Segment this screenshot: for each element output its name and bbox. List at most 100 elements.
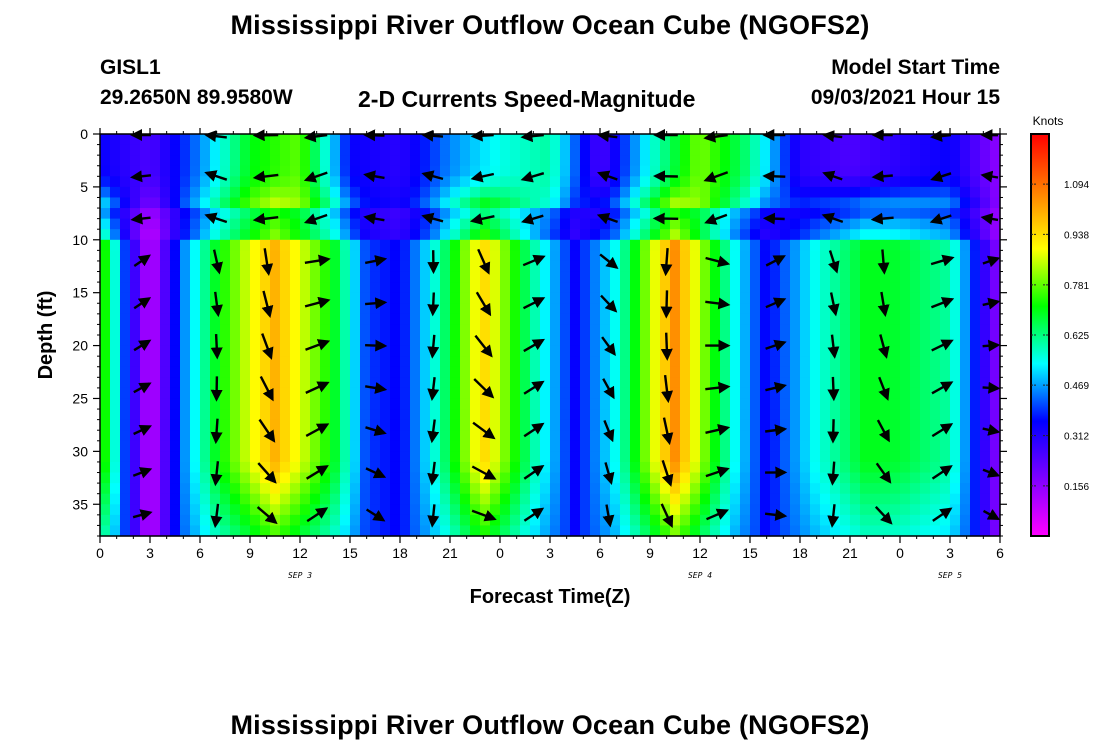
heatmap-cell — [450, 229, 461, 241]
heatmap-cell — [730, 176, 741, 188]
heatmap-cell — [710, 292, 721, 304]
heatmap-cell — [900, 165, 911, 177]
heatmap-cell — [730, 472, 741, 484]
heatmap-cell — [830, 208, 841, 220]
heatmap-cell — [560, 409, 571, 421]
heatmap-cell — [770, 260, 781, 273]
heatmap-cell — [100, 504, 111, 516]
heatmap-cell — [800, 430, 811, 442]
heatmap-cell — [890, 440, 901, 452]
heatmap-cell — [180, 292, 191, 304]
heatmap-cell — [850, 525, 861, 537]
heatmap-cell — [690, 229, 701, 241]
heatmap-cell — [650, 282, 661, 294]
current-vector — [261, 290, 274, 319]
heatmap-cell — [540, 514, 551, 527]
heatmap-cell — [340, 144, 351, 156]
heatmap-cell — [790, 409, 801, 421]
heatmap-cell — [840, 493, 851, 505]
heatmap-cell — [510, 208, 521, 220]
heatmap-cell — [870, 493, 881, 505]
heatmap-cell — [380, 186, 391, 199]
heatmap-cell — [970, 324, 981, 336]
heatmap-cell — [910, 292, 921, 304]
heatmap-cell — [730, 514, 741, 527]
heatmap-cell — [250, 260, 261, 273]
x-tick-label: 0 — [96, 545, 104, 561]
colorbar-unit: Knots — [1033, 114, 1064, 128]
heatmap-cell — [470, 208, 481, 220]
heatmap-cell — [110, 398, 121, 410]
heatmap-cell — [150, 514, 161, 527]
heatmap-cell — [800, 525, 811, 537]
heatmap-cell — [830, 419, 841, 431]
heatmap-cell — [860, 419, 871, 431]
heatmap-cell — [730, 197, 741, 209]
heatmap-cell — [210, 197, 221, 209]
heatmap-cell — [620, 398, 631, 410]
heatmap-cell — [240, 440, 251, 452]
heatmap-cell — [910, 493, 921, 505]
heatmap-cell — [720, 430, 731, 442]
heatmap-cell — [680, 345, 691, 357]
heatmap-cell — [250, 282, 261, 294]
heatmap-cell — [170, 250, 181, 262]
heatmap-cell — [610, 271, 621, 283]
heatmap-cell — [380, 461, 391, 474]
heatmap-cell — [560, 335, 571, 347]
heatmap-cell — [580, 176, 591, 188]
heatmap-cell — [440, 134, 451, 146]
heatmap-cell — [900, 134, 911, 146]
heatmap-cell — [820, 377, 831, 389]
heatmap-cell — [920, 430, 931, 442]
heatmap-cell — [120, 165, 131, 177]
heatmap-cell — [420, 398, 431, 410]
heatmap-cell — [480, 176, 491, 188]
heatmap-cell — [280, 430, 291, 442]
heatmap-cell — [630, 229, 641, 241]
heatmap-cell — [210, 451, 221, 463]
heatmap-cell — [820, 345, 831, 357]
heatmap-cell — [770, 176, 781, 188]
heatmap-cell — [450, 176, 461, 188]
heatmap-cell — [470, 335, 481, 347]
heatmap-cell — [840, 419, 851, 431]
heatmap-cell — [860, 282, 871, 294]
heatmap-cell — [650, 324, 661, 336]
heatmap-cell — [780, 409, 791, 421]
heatmap-cell — [960, 430, 971, 442]
heatmap-cell — [510, 419, 521, 431]
heatmap-cell — [270, 356, 281, 368]
heatmap-cell — [600, 493, 611, 505]
heatmap-cell — [350, 493, 361, 505]
heatmap-cell — [170, 324, 181, 336]
heatmap-cell — [610, 504, 621, 516]
heatmap-cell — [160, 324, 171, 336]
heatmap-cell — [550, 134, 561, 146]
heatmap-cell — [400, 229, 411, 241]
heatmap-cell — [270, 409, 281, 421]
heatmap-cell — [380, 144, 391, 156]
heatmap-cell — [580, 260, 591, 273]
heatmap-cell — [990, 356, 1001, 368]
heatmap-cell — [410, 218, 421, 230]
heatmap-cell — [890, 186, 901, 199]
heatmap-cell — [820, 440, 831, 452]
heatmap-cell — [820, 398, 831, 410]
heatmap-cell — [170, 155, 181, 167]
heatmap-cell — [720, 525, 731, 537]
heatmap-cell — [150, 440, 161, 452]
heatmap-cell — [380, 451, 391, 463]
heatmap-cell — [330, 430, 341, 442]
heatmap-cell — [360, 398, 371, 410]
heatmap-cell — [450, 260, 461, 273]
heatmap-cell — [290, 419, 301, 431]
heatmap-cell — [450, 208, 461, 220]
heatmap-cell — [320, 186, 331, 199]
heatmap-cell — [820, 419, 831, 431]
heatmap-cell — [160, 239, 171, 251]
heatmap-cell — [590, 409, 601, 421]
heatmap-cell — [630, 356, 641, 368]
heatmap-cell — [340, 356, 351, 368]
